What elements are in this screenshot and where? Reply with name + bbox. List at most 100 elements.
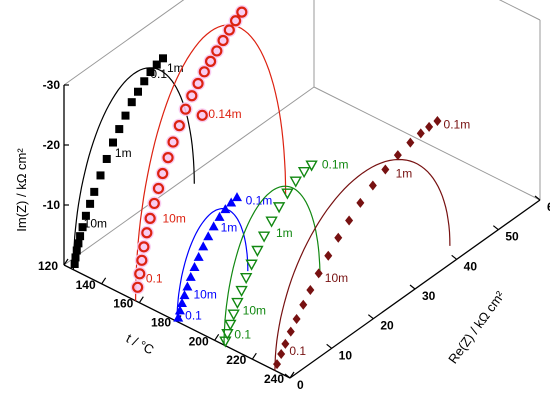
data-point — [433, 115, 442, 126]
data-point — [368, 180, 377, 191]
series-232: 0.1 10m 1m 0.1m — [273, 115, 471, 371]
t-tick-mark — [214, 334, 220, 341]
series-205: 0.1 10m 1m 0.1m — [219, 157, 349, 348]
re-tick-label: 40 — [464, 259, 478, 273]
frequency-annotation: 0.1m — [444, 117, 471, 131]
re-tick-mark — [492, 225, 499, 231]
re-tick-mark — [451, 254, 458, 260]
t-axis: 120 140 160 180 200 220 240 — [38, 258, 295, 386]
data-point — [219, 336, 232, 348]
re-tick-label: 10 — [339, 348, 353, 362]
data-point — [138, 241, 150, 253]
data-point — [121, 111, 130, 120]
data-point — [345, 215, 354, 226]
t-tick-label: 220 — [226, 353, 246, 367]
frequency-annotation: 0.14m — [208, 107, 241, 121]
data-point — [297, 166, 311, 179]
data-point — [189, 262, 200, 272]
data-point — [146, 68, 155, 77]
data-point — [223, 24, 235, 36]
t-tick-label: 160 — [113, 297, 133, 311]
data-point — [78, 223, 87, 232]
t-axis-label: t / °C — [124, 331, 157, 358]
frequency-annotation: 1m — [396, 166, 413, 180]
data-point — [204, 55, 217, 67]
im-tick-label: -30 — [43, 78, 61, 92]
data-point — [179, 290, 190, 300]
t-tick-mark — [101, 277, 107, 285]
data-point — [208, 221, 219, 231]
data-point — [277, 349, 286, 360]
frequency-annotation: 0.1 — [150, 67, 167, 81]
data-point — [193, 251, 204, 261]
frequency-annotation: 10m — [325, 271, 348, 285]
t-tick-label: 240 — [264, 372, 284, 386]
data-point — [211, 45, 223, 57]
data-point — [141, 227, 153, 239]
data-point — [416, 128, 425, 139]
data-point — [292, 314, 301, 325]
im-tick-label: -10 — [43, 198, 61, 212]
data-point — [324, 250, 333, 261]
data-point — [127, 98, 136, 107]
t-tick-mark — [251, 352, 257, 360]
re-tick-label: 0 — [297, 378, 304, 392]
data-point — [136, 254, 148, 266]
data-point — [306, 285, 315, 296]
fit-curve — [274, 158, 451, 371]
data-point — [198, 241, 209, 251]
data-point — [425, 121, 434, 132]
data-point — [81, 211, 90, 220]
t-tick-label: 180 — [151, 316, 171, 330]
frequency-annotation: 0.1 — [146, 271, 163, 285]
frequency-annotation: 10m — [162, 211, 185, 225]
data-point — [144, 212, 156, 224]
t-tick-label: 140 — [76, 278, 96, 292]
data-point — [393, 150, 402, 161]
re-axis: 0 10 20 30 40 50 60 — [284, 195, 550, 392]
data-point — [198, 66, 210, 78]
t-tick-label: 200 — [189, 334, 209, 348]
data-point — [356, 197, 365, 208]
data-point — [314, 268, 323, 279]
data-point — [76, 232, 85, 241]
fit-curve — [176, 208, 249, 322]
data-point — [406, 137, 415, 148]
data-point — [289, 176, 302, 188]
data-point — [140, 77, 149, 86]
frequency-annotation: 0.1 — [289, 344, 306, 358]
data-point — [179, 103, 192, 115]
data-point — [251, 245, 264, 257]
data-point — [214, 211, 225, 221]
data-point — [286, 326, 295, 337]
data-point — [186, 90, 198, 102]
data-point — [185, 271, 196, 281]
fit-curve — [72, 67, 195, 270]
box-back-base — [63, 86, 315, 266]
data-point — [272, 202, 286, 214]
data-point — [265, 216, 278, 228]
data-point — [305, 160, 318, 172]
data-point — [152, 60, 161, 69]
frequency-annotation: 10m — [194, 288, 217, 302]
data-point — [231, 297, 244, 309]
data-point — [132, 281, 144, 293]
data-point — [159, 54, 167, 63]
frequency-annotation: 10m — [243, 304, 266, 318]
re-tick-mark — [534, 195, 541, 201]
data-point — [86, 199, 95, 208]
data-point — [281, 338, 290, 349]
data-point — [281, 188, 294, 200]
im-tick-label: -20 — [43, 138, 61, 152]
re-tick-label: 20 — [380, 319, 394, 333]
data-point — [96, 171, 105, 180]
data-point — [115, 125, 124, 134]
data-point — [134, 268, 146, 280]
data-point — [239, 273, 253, 285]
data-point — [226, 197, 237, 207]
frequency-annotation: 1m — [276, 226, 293, 240]
data-point — [109, 138, 117, 147]
